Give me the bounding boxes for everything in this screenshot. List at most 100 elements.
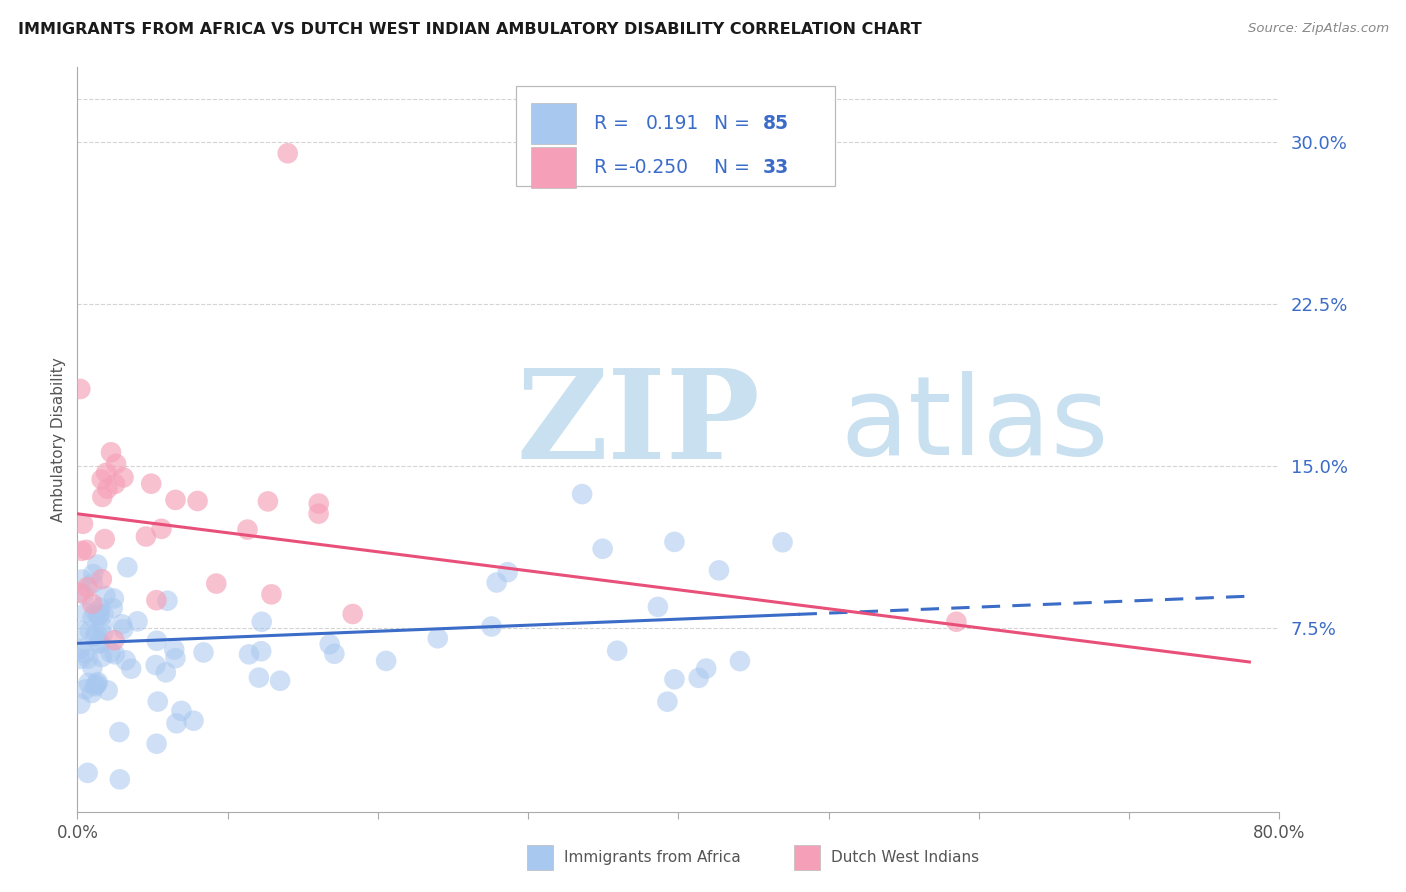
Point <box>592 541 614 556</box>
Point <box>170 704 193 718</box>
Point <box>111 617 134 632</box>
Point <box>73 647 96 661</box>
Point <box>86 558 108 572</box>
Point <box>91 490 114 504</box>
Text: ZIP: ZIP <box>516 364 759 485</box>
Point <box>145 658 167 673</box>
Point <box>69 382 91 396</box>
Point <box>108 772 131 787</box>
Point <box>84 678 107 692</box>
Point <box>120 662 142 676</box>
Point <box>72 516 94 531</box>
Point <box>165 492 187 507</box>
Point <box>657 695 679 709</box>
Point <box>257 494 280 508</box>
Text: R =: R = <box>595 159 628 178</box>
Point <box>277 146 299 161</box>
Point <box>76 580 98 594</box>
Point <box>82 610 104 624</box>
Point <box>165 716 187 731</box>
Point <box>146 695 169 709</box>
Point <box>664 673 686 687</box>
Point <box>89 600 111 615</box>
Point <box>127 615 149 629</box>
Point <box>135 529 157 543</box>
Point <box>114 653 136 667</box>
Point <box>86 677 108 691</box>
Point <box>93 607 115 622</box>
Point <box>150 522 173 536</box>
Point <box>193 645 215 659</box>
Point <box>69 642 91 657</box>
Text: IMMIGRANTS FROM AFRICA VS DUTCH WEST INDIAN AMBULATORY DISABILITY CORRELATION CH: IMMIGRANTS FROM AFRICA VS DUTCH WEST IND… <box>18 22 922 37</box>
Point <box>104 476 127 491</box>
Point <box>146 633 169 648</box>
Point <box>69 586 91 600</box>
Point <box>318 637 340 651</box>
Text: 33: 33 <box>762 159 789 178</box>
Point <box>647 599 669 614</box>
Point <box>141 476 163 491</box>
Point <box>260 587 283 601</box>
Point <box>97 683 120 698</box>
Point <box>155 665 177 680</box>
Text: 0.191: 0.191 <box>645 114 699 133</box>
Text: R =: R = <box>595 114 628 133</box>
Point <box>112 622 135 636</box>
Point <box>606 644 628 658</box>
Point <box>82 576 104 591</box>
Point <box>76 765 98 780</box>
Point <box>80 686 103 700</box>
Text: -0.250: -0.250 <box>628 159 688 178</box>
Point <box>426 632 449 646</box>
Point <box>103 591 125 606</box>
FancyBboxPatch shape <box>516 86 835 186</box>
Point <box>93 532 115 546</box>
Point <box>183 714 205 728</box>
Point <box>308 497 330 511</box>
Point <box>236 523 259 537</box>
Point <box>94 589 117 603</box>
Point <box>481 619 503 633</box>
Point <box>688 671 710 685</box>
Point <box>186 494 209 508</box>
Point <box>70 544 93 558</box>
Point <box>82 661 104 675</box>
Point <box>342 607 364 621</box>
Point <box>84 605 107 619</box>
Point <box>87 608 110 623</box>
Point <box>269 673 291 688</box>
Point <box>695 661 717 675</box>
FancyBboxPatch shape <box>530 103 576 145</box>
Point <box>84 679 107 693</box>
Point <box>485 575 508 590</box>
Point <box>96 466 118 480</box>
FancyBboxPatch shape <box>530 147 576 188</box>
Point <box>156 593 179 607</box>
Point <box>87 636 110 650</box>
Text: Immigrants from Africa: Immigrants from Africa <box>564 850 741 864</box>
Point <box>75 606 97 620</box>
Point <box>70 573 93 587</box>
Point <box>238 648 260 662</box>
Text: Dutch West Indians: Dutch West Indians <box>831 850 979 864</box>
Point <box>323 647 346 661</box>
Point <box>86 675 108 690</box>
Point <box>250 644 273 658</box>
Point <box>163 642 186 657</box>
Text: N =: N = <box>714 114 751 133</box>
Text: N =: N = <box>714 159 751 178</box>
Point <box>375 654 398 668</box>
Point <box>69 697 91 711</box>
Point <box>145 593 167 607</box>
Point <box>77 676 100 690</box>
Point <box>117 560 139 574</box>
Point <box>96 482 118 496</box>
Point <box>84 630 107 644</box>
Point <box>69 652 91 666</box>
Point <box>77 652 100 666</box>
Point <box>86 625 108 640</box>
Point <box>496 565 519 579</box>
Text: Source: ZipAtlas.com: Source: ZipAtlas.com <box>1249 22 1389 36</box>
Point <box>571 487 593 501</box>
